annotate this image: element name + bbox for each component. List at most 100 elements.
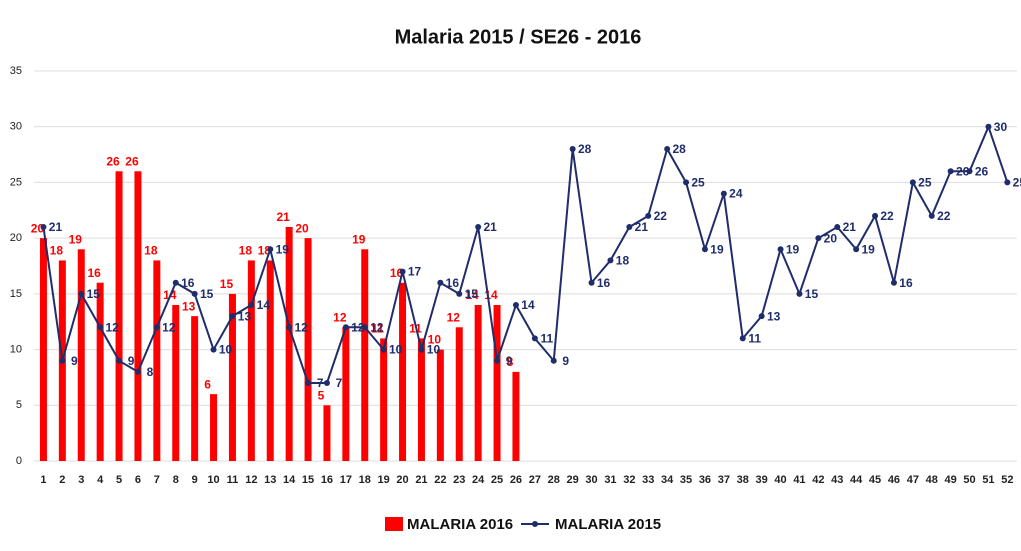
x-tick-label: 40	[774, 474, 786, 486]
point	[342, 324, 349, 331]
data-label: 16	[446, 276, 460, 290]
point	[512, 302, 519, 308]
point	[286, 324, 293, 331]
data-label: 15	[805, 287, 819, 301]
point	[815, 235, 822, 242]
data-label: 19	[69, 232, 83, 246]
data-label: 25	[1013, 176, 1021, 190]
bar	[153, 260, 161, 461]
x-tick-label: 26	[510, 474, 522, 486]
bar	[39, 238, 47, 461]
data-label: 26	[106, 154, 120, 168]
data-label: 16	[87, 266, 101, 280]
data-label: 16	[899, 276, 913, 290]
data-label: 9	[71, 354, 78, 368]
data-label: 28	[578, 142, 592, 156]
data-label: 15	[200, 287, 214, 301]
data-label: 20	[31, 221, 45, 235]
x-tick-label: 45	[869, 474, 881, 486]
data-label: 6	[204, 377, 211, 391]
point	[777, 246, 784, 253]
bar	[493, 305, 501, 461]
data-label: 8	[147, 365, 154, 379]
bar	[436, 349, 444, 461]
x-tick-label: 22	[434, 474, 446, 486]
x-tick-label: 7	[154, 474, 160, 486]
point	[229, 313, 236, 320]
point	[97, 324, 104, 331]
point	[701, 246, 708, 253]
line	[42, 123, 1009, 384]
point	[872, 212, 879, 219]
data-label: 10	[219, 343, 233, 357]
x-tick-label: 30	[585, 474, 597, 486]
data-label: 16	[390, 266, 404, 280]
point	[172, 279, 179, 286]
point	[664, 146, 671, 152]
bar	[285, 227, 293, 461]
data-label: 24	[729, 187, 743, 201]
x-tick-label: 23	[453, 474, 465, 486]
x-tick-label: 49	[945, 474, 957, 486]
data-label: 21	[635, 220, 649, 234]
bar	[474, 305, 482, 461]
point	[796, 290, 803, 297]
x-tick-label: 15	[302, 474, 314, 486]
data-label: 12	[105, 320, 119, 334]
x-tick-label: 16	[321, 474, 333, 486]
x-tick-label: 13	[264, 474, 276, 486]
point	[569, 146, 576, 152]
data-label: 26	[975, 164, 989, 178]
data-label: 11	[541, 332, 554, 346]
x-tick-label: 44	[850, 474, 863, 486]
x-tick-label: 4	[97, 474, 104, 486]
point	[739, 335, 746, 342]
data-label: 16	[181, 276, 195, 290]
data-label: 22	[654, 209, 668, 223]
x-tick-label: 24	[472, 474, 485, 486]
legend-label: MALARIA 2015	[555, 516, 661, 533]
point	[834, 224, 841, 230]
data-label: 12	[447, 310, 461, 324]
bar	[191, 316, 199, 461]
x-tick-label: 17	[340, 474, 352, 486]
x-tick-label: 33	[642, 474, 654, 486]
data-label: 13	[182, 299, 196, 313]
x-tick-label: 11	[227, 474, 239, 486]
x-tick-label: 8	[173, 474, 179, 486]
y-tick-label: 35	[10, 65, 22, 77]
bar	[361, 249, 369, 461]
data-label: 14	[257, 298, 271, 312]
x-tick-label: 52	[1001, 474, 1013, 486]
bar	[134, 171, 142, 462]
x-tick-label: 48	[926, 474, 938, 486]
bar	[172, 305, 180, 461]
x-tick-label: 1	[40, 474, 46, 486]
bar	[210, 394, 218, 461]
data-label: 26	[956, 164, 970, 178]
point	[437, 279, 444, 286]
data-label: 13	[238, 309, 252, 323]
point	[361, 324, 368, 331]
x-tick-label: 42	[812, 474, 824, 486]
x-tick-label: 2	[59, 474, 65, 486]
bar	[304, 238, 312, 461]
point	[683, 179, 690, 186]
x-tick-label: 14	[283, 474, 296, 486]
data-label: 21	[49, 220, 63, 234]
x-tick-label: 31	[604, 474, 616, 486]
bar	[247, 260, 255, 461]
point	[1004, 179, 1011, 186]
data-label: 15	[220, 277, 234, 291]
bar	[455, 327, 463, 461]
bar	[417, 338, 425, 461]
data-label: 18	[239, 244, 253, 258]
x-tick-label: 50	[963, 474, 975, 486]
bar	[342, 327, 350, 461]
y-tick-label: 25	[10, 176, 22, 188]
point	[626, 224, 633, 230]
point	[758, 313, 765, 320]
point	[588, 279, 595, 286]
point	[456, 290, 463, 297]
point	[380, 346, 387, 353]
